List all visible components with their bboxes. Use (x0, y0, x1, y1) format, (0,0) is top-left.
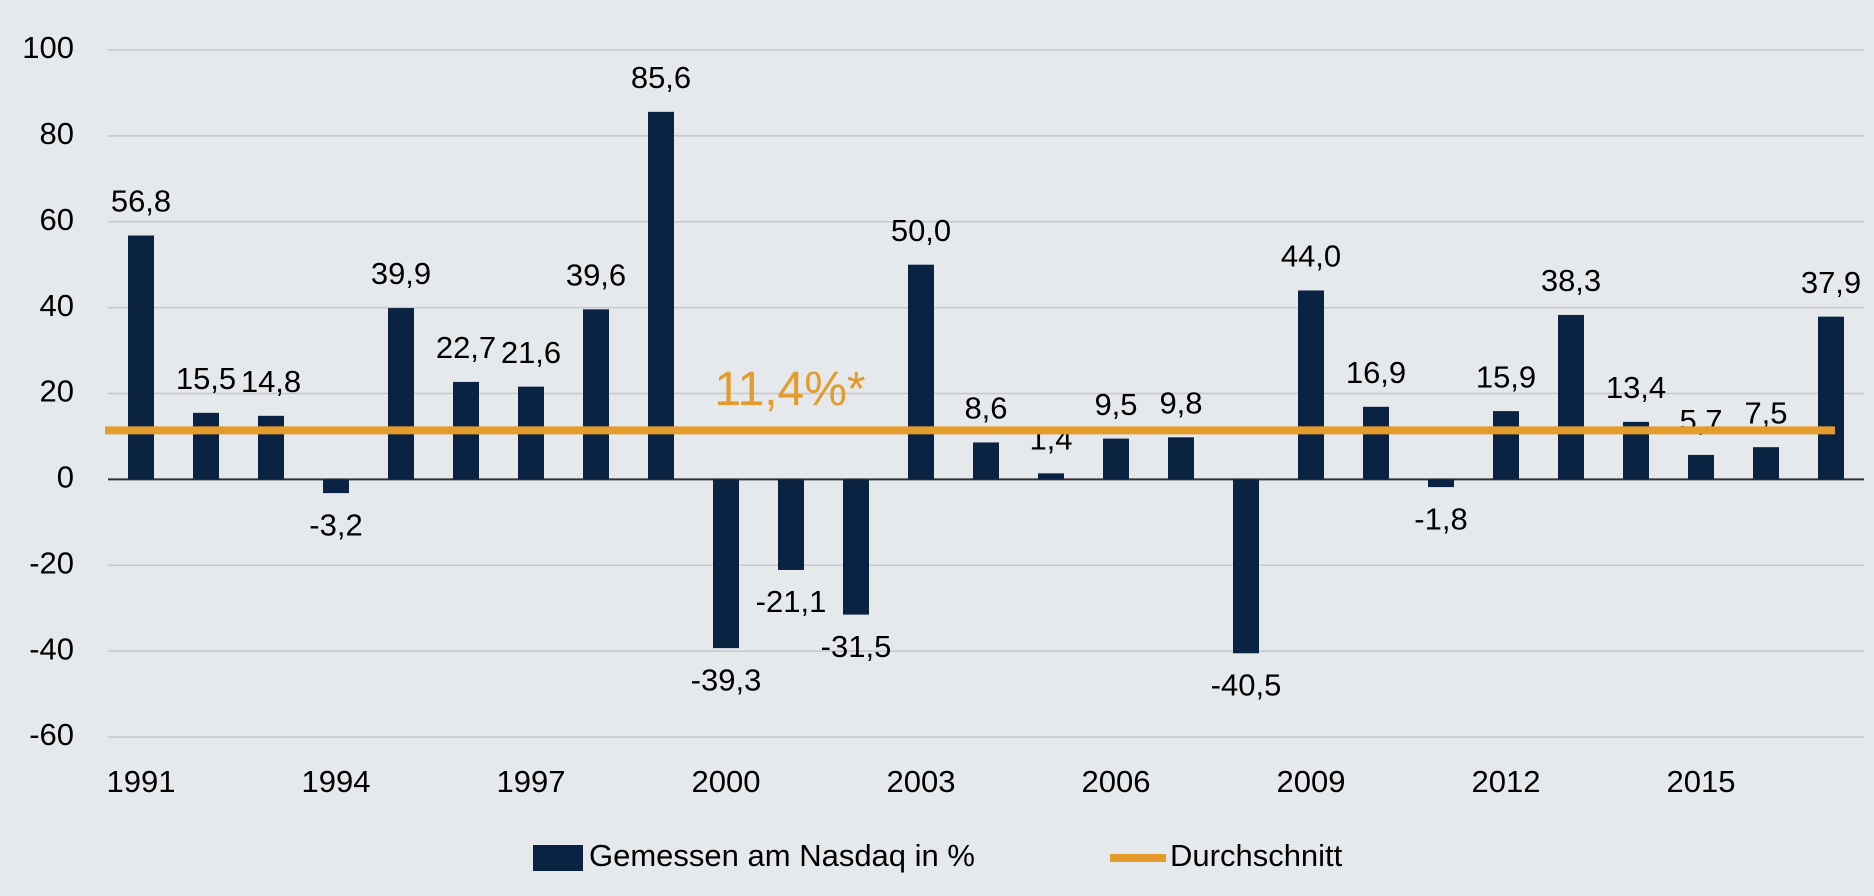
y-tick-label: 100 (22, 30, 74, 65)
bar (713, 479, 739, 649)
data-label: 13,4 (1606, 370, 1666, 405)
data-label: -3,2 (309, 507, 362, 542)
data-label: -1,8 (1414, 501, 1467, 536)
x-tick-label: 2012 (1472, 764, 1541, 799)
data-label: 37,9 (1801, 265, 1861, 300)
data-label: 9,5 (1094, 387, 1137, 422)
data-label: 8,6 (964, 391, 1007, 426)
data-label: 7,5 (1744, 395, 1787, 430)
y-tick-label: 80 (40, 116, 74, 151)
bar (1298, 290, 1324, 480)
bar (1363, 406, 1389, 480)
bar (1753, 447, 1779, 480)
data-label: 39,9 (371, 256, 431, 291)
bar (388, 308, 414, 480)
y-tick-label: -60 (29, 717, 74, 752)
data-label: -21,1 (756, 584, 827, 619)
data-label: -39,3 (691, 662, 762, 697)
x-tick-label: 1997 (497, 764, 566, 799)
data-label: 15,9 (1476, 359, 1536, 394)
bar (128, 235, 154, 480)
x-tick-label: 1994 (302, 764, 371, 799)
bar (1558, 314, 1584, 480)
legend-label: Gemessen am Nasdaq in % (589, 838, 975, 873)
bar (1688, 454, 1714, 480)
bar (648, 111, 674, 480)
bar (1038, 473, 1064, 480)
legend-label: Durchschnitt (1170, 838, 1343, 873)
x-tick-label: 2000 (692, 764, 761, 799)
bar (583, 309, 609, 480)
data-label: 21,6 (501, 335, 561, 370)
y-tick-label: 40 (40, 288, 74, 323)
y-tick-label: 20 (40, 374, 74, 409)
data-label: 16,9 (1346, 355, 1406, 390)
data-label: 85,6 (631, 60, 691, 95)
data-label: 9,8 (1159, 385, 1202, 420)
x-tick-label: 2009 (1277, 764, 1346, 799)
data-label: 38,3 (1541, 263, 1601, 298)
y-tick-label: 0 (57, 460, 74, 495)
bar (193, 412, 219, 480)
bar (1168, 437, 1194, 480)
y-tick-label: -20 (29, 545, 74, 580)
annotation: 11,4%* (714, 363, 865, 416)
x-tick-label: 1991 (107, 764, 176, 799)
bar (1818, 316, 1844, 480)
bar (1428, 479, 1454, 488)
data-label: -31,5 (821, 629, 892, 664)
data-label: 22,7 (436, 330, 496, 365)
bar (778, 479, 804, 570)
data-label: 50,0 (891, 213, 951, 248)
bar (323, 479, 349, 494)
bar (973, 442, 999, 480)
data-label: 56,8 (111, 184, 171, 219)
data-label: 15,5 (176, 361, 236, 396)
bar (908, 264, 934, 480)
x-tick-label: 2015 (1667, 764, 1736, 799)
data-label: 39,6 (566, 258, 626, 293)
y-tick-label: 60 (40, 202, 74, 237)
bar (1493, 411, 1519, 480)
bar (843, 479, 869, 615)
x-tick-label: 2006 (1082, 764, 1151, 799)
legend-swatch (533, 845, 583, 871)
data-label: 44,0 (1281, 239, 1341, 274)
bar (258, 415, 284, 480)
y-tick-label: -40 (29, 631, 74, 666)
bar (1103, 438, 1129, 480)
data-label: 14,8 (241, 364, 301, 399)
bar (1233, 479, 1259, 654)
data-label: -40,5 (1211, 667, 1282, 702)
x-tick-label: 2003 (887, 764, 956, 799)
